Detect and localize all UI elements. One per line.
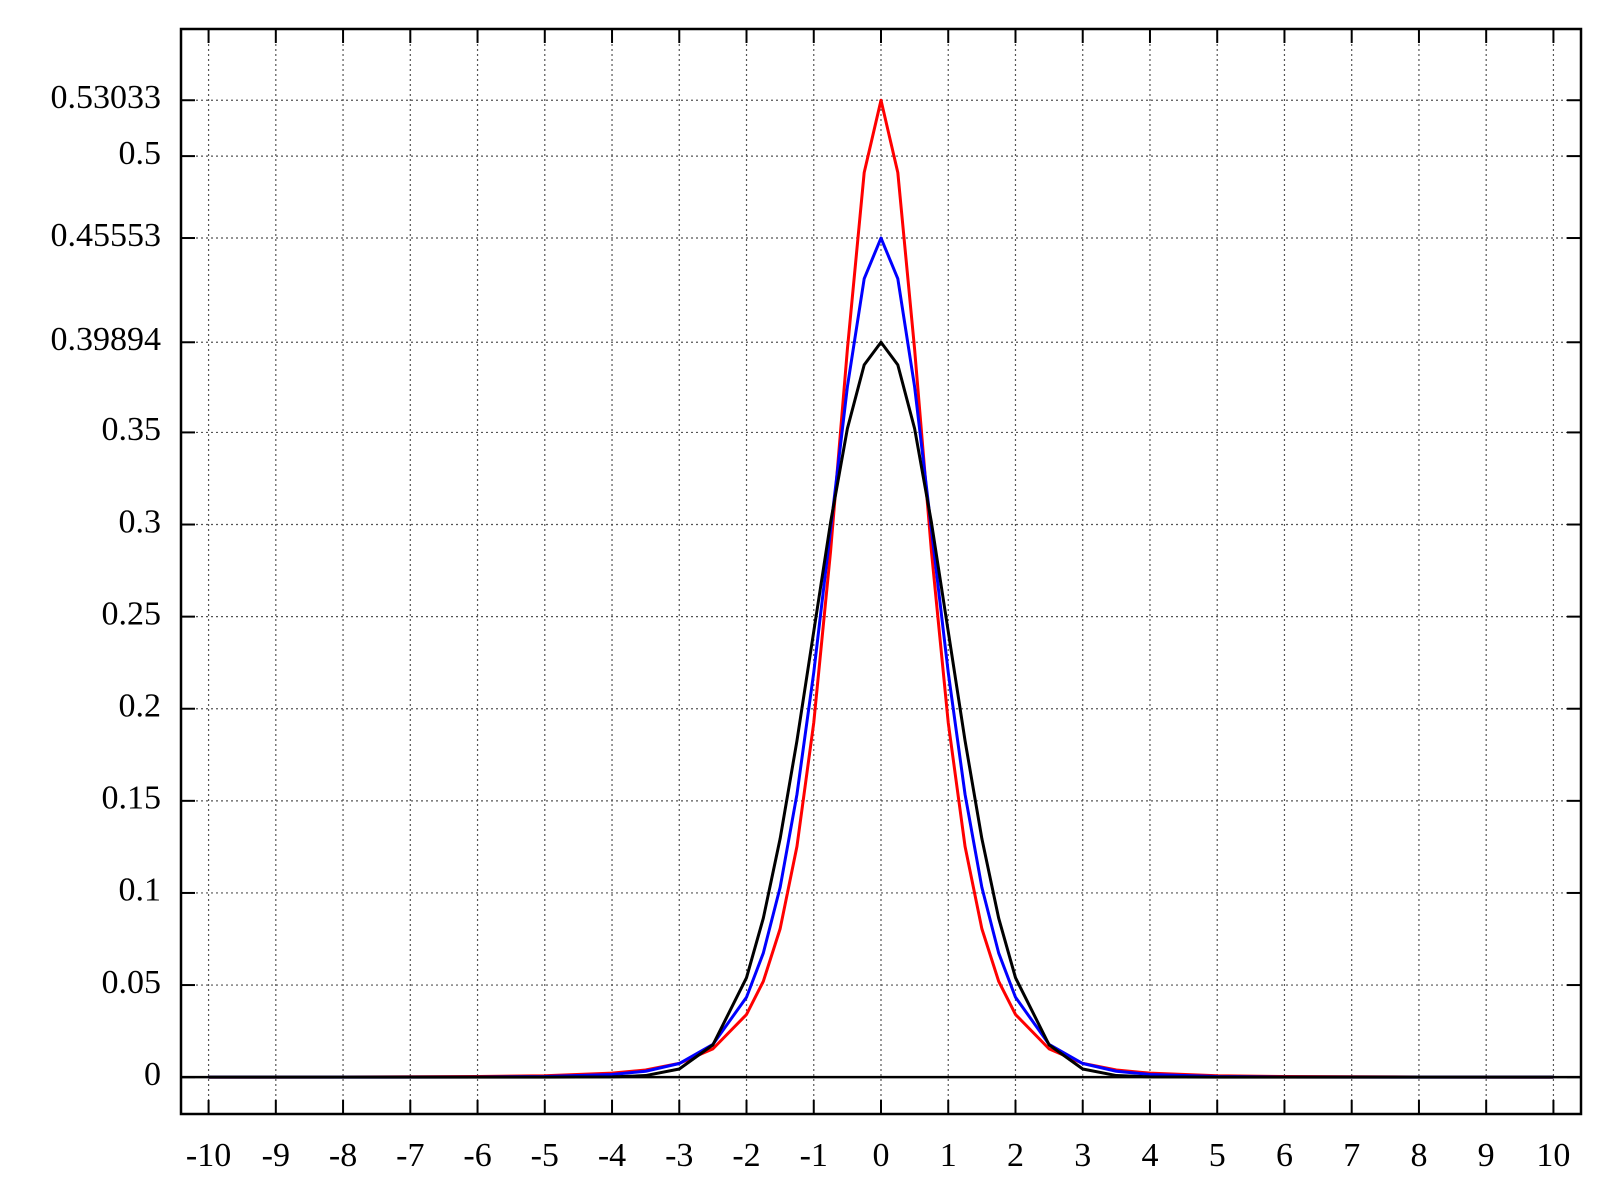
x-tick-label: 1 <box>940 1137 957 1174</box>
y-tick-label: 0.1 <box>119 872 162 909</box>
x-tick-label: 9 <box>1478 1137 1495 1174</box>
x-tick-label: -4 <box>598 1137 626 1174</box>
x-tick-label: -10 <box>186 1137 231 1174</box>
y-tick-label: 0 <box>144 1056 161 1093</box>
x-tick-label: 2 <box>1007 1137 1024 1174</box>
y-tick-label: 0.39894 <box>51 321 162 358</box>
y-tick-label: 0.5 <box>119 135 162 172</box>
x-tick-label: -8 <box>329 1137 357 1174</box>
x-tick-label: -3 <box>665 1137 693 1174</box>
y-tick-label: 0.45553 <box>51 217 162 254</box>
y-tick-label: 0.2 <box>119 688 162 725</box>
x-tick-label: 10 <box>1536 1137 1570 1174</box>
x-tick-label: -1 <box>800 1137 828 1174</box>
x-tick-label: -7 <box>396 1137 424 1174</box>
x-tick-label: 3 <box>1074 1137 1091 1174</box>
y-tick-label: 0.15 <box>102 780 162 817</box>
x-tick-label: 0 <box>873 1137 890 1174</box>
x-tick-label: -9 <box>262 1137 290 1174</box>
x-tick-label: 6 <box>1276 1137 1293 1174</box>
curve <box>208 340 1554 1079</box>
y-tick-label: 0.05 <box>102 964 162 1001</box>
y-tick-label: 0.35 <box>102 411 162 448</box>
x-tick-label: 7 <box>1343 1137 1360 1174</box>
plot-frame <box>179 27 1583 1116</box>
x-tick-label: 8 <box>1410 1137 1427 1174</box>
x-tick-label: 4 <box>1141 1137 1158 1174</box>
curve <box>208 236 1554 1079</box>
y-tick-label: 0.3 <box>119 503 162 540</box>
x-tick-label: -2 <box>732 1137 760 1174</box>
x-tick-label: -5 <box>531 1137 559 1174</box>
x-tick-label: -6 <box>463 1137 491 1174</box>
y-tick-label: 0.25 <box>102 595 162 632</box>
y-tick-label: 0.53033 <box>51 79 162 116</box>
x-tick-label: 5 <box>1209 1137 1226 1174</box>
